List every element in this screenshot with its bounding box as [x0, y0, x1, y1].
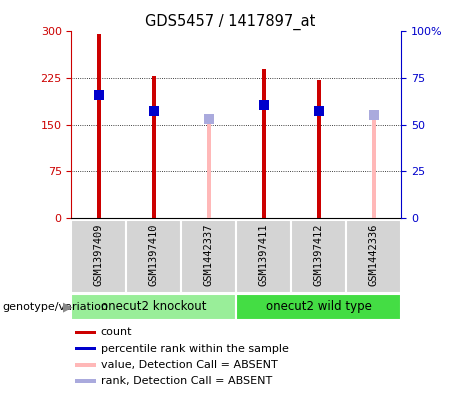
Bar	[207, 123, 211, 218]
Text: value, Detection Call = ABSENT: value, Detection Call = ABSENT	[101, 360, 278, 370]
Point	[95, 92, 103, 98]
Bar	[236, 220, 291, 293]
Bar	[71, 220, 126, 293]
Bar	[181, 220, 236, 293]
Bar	[75, 363, 95, 367]
Text: count: count	[101, 327, 132, 337]
Bar	[75, 379, 95, 383]
Bar	[236, 294, 401, 320]
Bar	[291, 220, 346, 293]
Text: GSM1397411: GSM1397411	[259, 224, 269, 286]
Text: GSM1442336: GSM1442336	[369, 224, 378, 286]
Bar	[372, 116, 376, 218]
Text: percentile rank within the sample: percentile rank within the sample	[101, 343, 289, 354]
Point	[205, 116, 213, 122]
Bar	[75, 331, 95, 334]
Bar	[126, 220, 181, 293]
Text: ▶: ▶	[64, 301, 73, 314]
Point	[260, 102, 267, 108]
Bar	[75, 347, 95, 350]
Bar	[71, 294, 236, 320]
Bar	[317, 80, 320, 218]
Point	[370, 112, 377, 119]
Text: GSM1397409: GSM1397409	[94, 224, 104, 286]
Text: rank, Detection Call = ABSENT: rank, Detection Call = ABSENT	[101, 376, 272, 386]
Bar	[97, 34, 101, 218]
Text: GSM1442337: GSM1442337	[204, 224, 214, 286]
Text: genotype/variation: genotype/variation	[2, 302, 108, 312]
Bar	[152, 76, 156, 218]
Text: onecut2 wild type: onecut2 wild type	[266, 300, 372, 314]
Text: GDS5457 / 1417897_at: GDS5457 / 1417897_at	[145, 14, 316, 30]
Text: GSM1397410: GSM1397410	[149, 224, 159, 286]
Text: onecut2 knockout: onecut2 knockout	[101, 300, 207, 314]
Bar	[346, 220, 401, 293]
Point	[150, 108, 158, 114]
Point	[315, 108, 322, 114]
Text: GSM1397412: GSM1397412	[313, 224, 324, 286]
Bar	[262, 69, 266, 218]
